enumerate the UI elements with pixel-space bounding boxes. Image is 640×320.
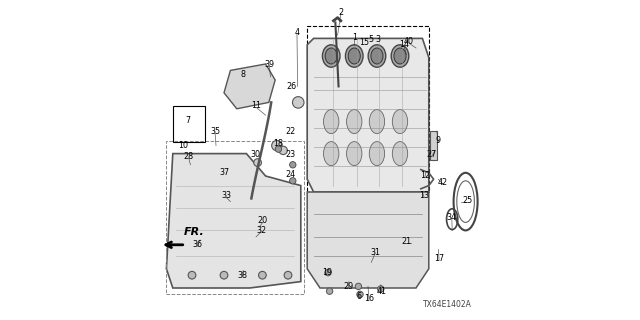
Text: 37: 37 — [220, 168, 230, 177]
Ellipse shape — [324, 141, 339, 166]
Text: 1: 1 — [352, 33, 356, 42]
Text: 38: 38 — [237, 271, 247, 280]
Bar — [173, 106, 205, 142]
Text: 17: 17 — [434, 254, 444, 263]
Text: 22: 22 — [285, 127, 296, 136]
Text: 24: 24 — [285, 170, 296, 179]
Text: FR.: FR. — [184, 228, 205, 237]
Text: TX64E1402A: TX64E1402A — [423, 300, 472, 309]
Polygon shape — [307, 38, 429, 192]
Text: 19: 19 — [322, 268, 332, 277]
Text: 18: 18 — [273, 139, 283, 148]
Ellipse shape — [394, 48, 406, 64]
Text: 10: 10 — [179, 141, 188, 150]
Text: 32: 32 — [256, 226, 266, 235]
Circle shape — [355, 283, 362, 290]
Circle shape — [289, 178, 296, 184]
Polygon shape — [166, 154, 301, 288]
Text: 26: 26 — [287, 82, 297, 91]
Text: 27: 27 — [426, 150, 436, 159]
Text: 20: 20 — [258, 216, 268, 225]
Text: 7: 7 — [186, 116, 191, 124]
Ellipse shape — [392, 141, 408, 166]
Polygon shape — [307, 192, 429, 288]
Ellipse shape — [369, 109, 385, 134]
Text: 8: 8 — [240, 70, 245, 79]
Ellipse shape — [325, 48, 337, 64]
Ellipse shape — [392, 109, 408, 134]
Polygon shape — [224, 64, 275, 109]
Text: 33: 33 — [221, 191, 231, 200]
Circle shape — [188, 271, 196, 279]
Ellipse shape — [348, 48, 360, 64]
Circle shape — [289, 162, 296, 168]
Text: 14: 14 — [399, 40, 409, 49]
Text: 23: 23 — [285, 150, 296, 159]
Ellipse shape — [369, 141, 385, 166]
Circle shape — [326, 288, 333, 294]
Text: 41: 41 — [377, 287, 387, 296]
Circle shape — [357, 291, 364, 298]
Ellipse shape — [371, 48, 383, 64]
Text: 6: 6 — [357, 292, 362, 301]
Circle shape — [292, 97, 304, 108]
Circle shape — [275, 146, 282, 152]
Ellipse shape — [323, 45, 340, 67]
Text: 34: 34 — [447, 213, 457, 222]
Text: 13: 13 — [419, 191, 429, 200]
Text: 31: 31 — [370, 248, 380, 257]
Text: 5: 5 — [369, 35, 374, 44]
Ellipse shape — [368, 45, 386, 67]
Ellipse shape — [347, 141, 362, 166]
Circle shape — [220, 271, 228, 279]
Text: 36: 36 — [193, 240, 202, 249]
Text: 2: 2 — [338, 8, 344, 17]
Text: 40: 40 — [404, 37, 414, 46]
Text: 21: 21 — [401, 237, 412, 246]
Circle shape — [378, 286, 384, 292]
Bar — [430, 131, 436, 160]
Circle shape — [284, 271, 292, 279]
Circle shape — [259, 271, 266, 279]
Text: 15: 15 — [359, 38, 369, 47]
Circle shape — [272, 140, 282, 151]
Text: 42: 42 — [438, 178, 448, 187]
Text: 3: 3 — [376, 35, 381, 44]
Circle shape — [254, 159, 262, 166]
Text: 39: 39 — [264, 60, 275, 68]
Ellipse shape — [346, 45, 363, 67]
Text: 35: 35 — [210, 127, 220, 136]
Text: 28: 28 — [184, 152, 194, 161]
Text: 11: 11 — [251, 101, 261, 110]
Text: 12: 12 — [420, 171, 430, 180]
Text: 9: 9 — [436, 136, 441, 145]
Ellipse shape — [347, 109, 362, 134]
Text: 4: 4 — [294, 28, 300, 36]
Text: 30: 30 — [250, 150, 260, 159]
Ellipse shape — [324, 109, 339, 134]
Circle shape — [325, 269, 332, 276]
Ellipse shape — [391, 45, 409, 67]
Circle shape — [279, 146, 287, 155]
Text: 29: 29 — [343, 282, 353, 291]
Text: 25: 25 — [462, 196, 472, 204]
Text: 16: 16 — [364, 294, 374, 303]
